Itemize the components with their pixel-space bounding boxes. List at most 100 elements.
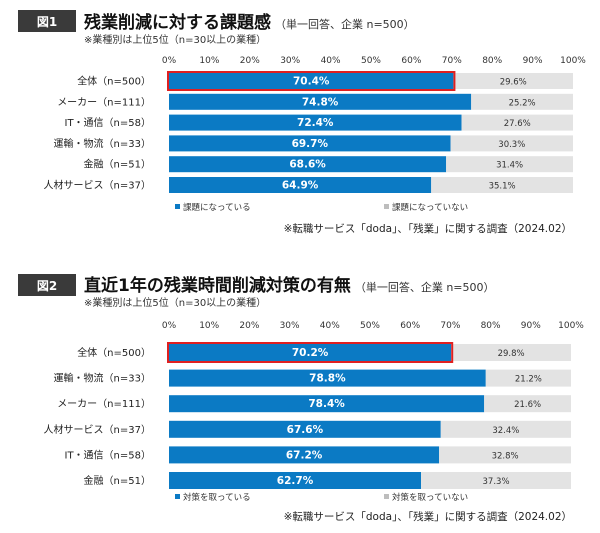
data-label: 29.8%	[498, 349, 525, 359]
bar-primary	[169, 156, 447, 173]
category-label: 全体（n=500）	[77, 346, 151, 359]
data-label: 27.6%	[504, 119, 531, 129]
bar-secondary	[484, 395, 571, 413]
x-tick-label: 10%	[199, 321, 219, 331]
data-label: 78.8%	[309, 373, 346, 385]
data-label: 72.4%	[297, 117, 334, 129]
bar-secondary	[471, 93, 573, 110]
data-label: 31.4%	[496, 161, 523, 171]
x-tick-label: 60%	[401, 56, 421, 66]
figure-title-text: 直近1年の残業時間削減対策の有無	[84, 276, 351, 296]
bar-secondary	[421, 472, 571, 489]
highlight-box	[167, 71, 456, 91]
stacked-bar-chart-1: 0% 10% 20% 30% 40% 50% 60% 70% 80% 90% 100% 全体（n=50…	[44, 56, 587, 213]
figure-badge: 図2	[18, 274, 76, 296]
category-label: 人材サービス（n=37）	[44, 179, 151, 192]
data-label: 64.9%	[282, 180, 319, 192]
legend-swatch	[384, 204, 389, 209]
data-label: 67.2%	[286, 449, 323, 461]
category-label: 金融（n=51）	[84, 158, 151, 171]
bar-secondary	[439, 446, 571, 464]
bar-primary	[169, 114, 462, 131]
x-tick-label: 50%	[361, 56, 381, 66]
data-label: 25.2%	[509, 98, 536, 108]
data-label: 29.6%	[500, 78, 527, 88]
category-label: IT・通信（n=58）	[65, 449, 152, 461]
x-tick-label: 80%	[481, 321, 501, 331]
x-tick-label: 30%	[280, 56, 300, 66]
source-note: ※転職サービス「doda」、「残業」に関する調査（2024.02）	[283, 511, 572, 523]
legend-label: 対策を取っている	[183, 492, 251, 503]
highlight-box	[167, 342, 454, 363]
data-label: 74.8%	[302, 96, 339, 108]
x-tick-label: 40%	[320, 321, 340, 331]
figure-subtitle: （単一回答、企業 n=500）	[354, 281, 495, 294]
figure-note: ※業種別は上位5位（n=30以上の業種）	[84, 35, 267, 46]
x-tick-label: 70%	[440, 321, 460, 331]
bar-secondary	[461, 114, 573, 131]
bar-primary	[169, 446, 440, 464]
data-label: 62.7%	[277, 475, 314, 487]
x-tick-label: 100%	[558, 321, 584, 331]
category-label: 全体（n=500）	[77, 75, 151, 88]
figure-note: ※業種別は上位5位（n=30以上の業種）	[84, 298, 267, 309]
bar-secondary	[485, 369, 571, 387]
data-label: 21.6%	[514, 400, 541, 410]
bar-primary	[169, 472, 422, 489]
figure-2: 図2 直近1年の残業時間削減対策の有無 （単一回答、企業 n=500） ※業種別は…	[0, 268, 600, 533]
figure-title: 直近1年の残業時間削減対策の有無 （単一回答、企業 n=500）	[84, 271, 495, 296]
legend-swatch	[175, 494, 180, 499]
category-label: 運輸・物流（n=33）	[54, 137, 151, 150]
data-label: 68.6%	[289, 159, 326, 171]
bar-primary	[169, 395, 485, 413]
figure-title: 残業削減に対する課題感 （単一回答、企業 n=500）	[84, 8, 415, 33]
stacked-bar-chart-2: 0% 10% 20% 30% 40% 50% 60% 70% 80% 90% 100% 全体（n=50…	[44, 321, 585, 503]
category-label: メーカー（n=111）	[57, 398, 151, 410]
data-label: 69.7%	[292, 138, 329, 150]
data-label: 32.8%	[492, 451, 519, 461]
category-label: IT・通信（n=58）	[65, 117, 152, 129]
data-label: 70.4%	[293, 76, 330, 88]
x-tick-label: 30%	[280, 321, 300, 331]
figure-badge: 図1	[18, 10, 76, 32]
bar-primary	[169, 93, 472, 110]
data-label: 78.4%	[308, 398, 345, 410]
x-tick-label: 50%	[360, 321, 380, 331]
legend-label: 課題になっていない	[392, 202, 468, 213]
data-label: 35.1%	[489, 182, 516, 192]
data-label: 37.3%	[483, 477, 510, 487]
figure-title-text: 残業削減に対する課題感	[84, 13, 271, 33]
bar-secondary	[431, 177, 573, 193]
bar-primary	[169, 73, 454, 89]
legend-swatch	[175, 204, 180, 209]
legend-label: 対策を取っていない	[392, 492, 468, 503]
legend-swatch	[384, 494, 389, 499]
category-label: 金融（n=51）	[84, 474, 151, 487]
data-label: 32.4%	[492, 426, 519, 436]
figure-1: 図1 残業削減に対する課題感 （単一回答、企業 n=500） ※業種別は上位5位（…	[0, 0, 600, 262]
category-label: メーカー（n=111）	[57, 96, 151, 108]
x-tick-label: 70%	[442, 56, 462, 66]
x-tick-label: 80%	[482, 56, 502, 66]
bar-primary	[169, 177, 432, 193]
x-tick-label: 20%	[239, 321, 259, 331]
bar-secondary	[451, 344, 571, 361]
x-tick-label: 10%	[199, 56, 219, 66]
bar-secondary	[446, 156, 573, 173]
bar-primary	[169, 135, 451, 152]
bar-primary	[169, 420, 441, 438]
category-label: 運輸・物流（n=33）	[54, 372, 151, 385]
data-label: 70.2%	[292, 347, 329, 359]
legend-label: 課題になっている	[183, 202, 251, 213]
data-label: 30.3%	[498, 140, 525, 150]
x-tick-label: 90%	[523, 56, 543, 66]
x-tick-label: 20%	[240, 56, 260, 66]
bar-secondary	[440, 420, 571, 438]
bar-secondary	[450, 135, 573, 152]
data-label: 21.2%	[515, 375, 542, 385]
x-tick-label: 90%	[521, 321, 541, 331]
x-tick-label: 60%	[400, 321, 420, 331]
figure-subtitle: （単一回答、企業 n=500）	[275, 18, 415, 31]
data-label: 67.6%	[287, 424, 324, 436]
bar-primary	[169, 344, 452, 361]
